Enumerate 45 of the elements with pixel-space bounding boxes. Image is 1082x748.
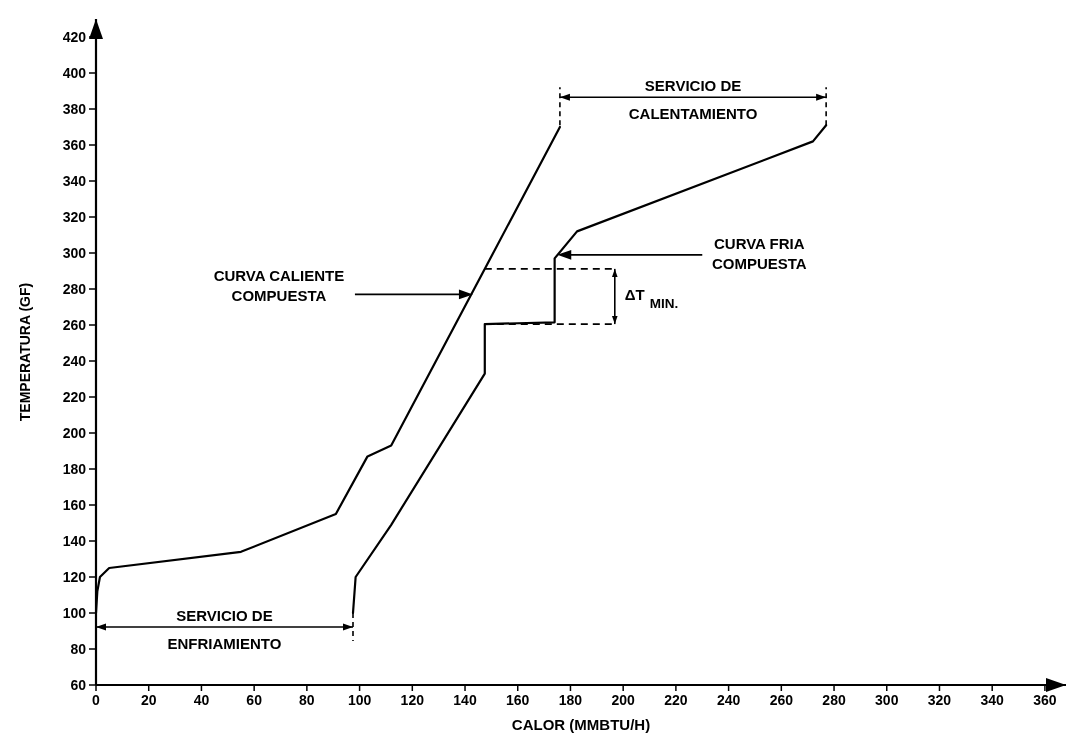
annotation: CURVA CALIENTE COMPUESTA: [213, 267, 345, 305]
x-tick-label: 140: [453, 692, 477, 708]
x-axis-title: CALOR (MMBTU/H): [511, 716, 651, 733]
y-tick-label: 280: [62, 281, 87, 297]
y-tick-label: 140: [62, 533, 87, 549]
y-tick-label: 120: [62, 569, 87, 585]
x-tick-label: 360: [1033, 692, 1057, 708]
y-tick-label: 60: [70, 677, 87, 693]
y-tick-label: 200: [62, 425, 87, 441]
y-tick-label: 300: [62, 245, 87, 261]
x-tick-label: 160: [506, 692, 530, 708]
x-tick-label: 220: [664, 692, 688, 708]
y-tick-label: 160: [62, 497, 87, 513]
annotation: SERVICIO DE CALENTAMIENTO: [628, 77, 758, 123]
annotation: CURVA FRIA COMPUESTA: [711, 234, 807, 272]
x-tick-label: 280: [822, 692, 846, 708]
x-tick-label: 60: [246, 692, 263, 708]
annotation: ΔT$_{MIN.}$: [624, 286, 679, 311]
x-tick-label: 260: [769, 692, 794, 708]
y-tick-label: 360: [62, 137, 87, 153]
y-tick-label: 180: [62, 461, 87, 477]
x-tick-label: 300: [875, 692, 899, 708]
x-tick-label: 0: [92, 692, 101, 708]
y-tick-label: 260: [62, 317, 87, 333]
x-tick-label: 80: [299, 692, 315, 708]
y-tick-label: 80: [70, 641, 87, 657]
x-tick-label: 180: [558, 692, 583, 708]
y-tick-label: 400: [62, 65, 87, 81]
x-tick-label: 200: [611, 692, 636, 708]
x-tick-label: 20: [140, 692, 157, 708]
x-tick-label: 340: [980, 692, 1005, 708]
y-axis-title: TEMPERATURA (GF): [17, 282, 33, 422]
y-tick-label: 320: [62, 209, 87, 225]
annotation: SERVICIO DE ENFRIAMIENTO: [167, 607, 282, 652]
x-tick-label: 240: [716, 692, 741, 708]
x-tick-label: 40: [193, 692, 210, 708]
y-tick-label: 380: [62, 101, 87, 117]
x-tick-label: 120: [400, 692, 425, 708]
x-tick-label: 320: [927, 692, 952, 708]
y-tick-label: 100: [62, 605, 87, 621]
y-tick-label: 240: [62, 353, 87, 369]
y-tick-label: 420: [62, 29, 87, 45]
x-tick-label: 100: [347, 692, 372, 708]
y-tick-label: 220: [62, 389, 87, 405]
y-tick-label: 340: [62, 173, 87, 189]
